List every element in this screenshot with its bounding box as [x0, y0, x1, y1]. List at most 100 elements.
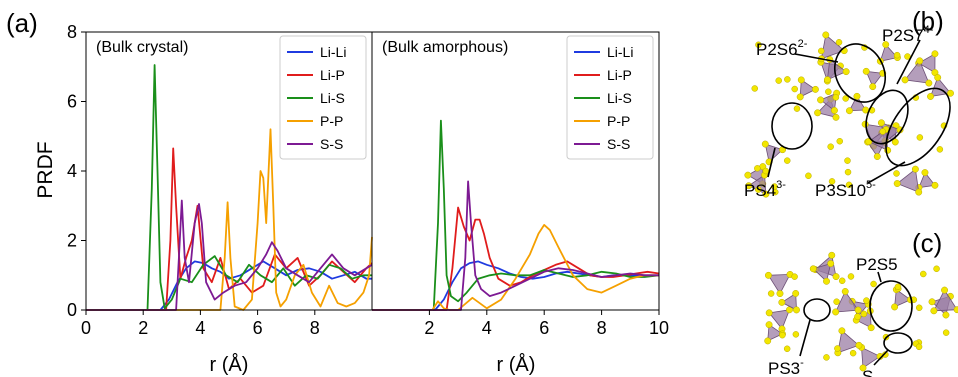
- sulfur-atom: [796, 93, 804, 101]
- sulfur-atom: [841, 288, 849, 295]
- sulfur-atom: [842, 95, 849, 102]
- sulfur-atom: [860, 310, 868, 318]
- ps-tetrahedron: [904, 60, 930, 84]
- panel-label-b: (b): [912, 6, 944, 36]
- sulfur-atom: [765, 309, 773, 317]
- sulfur-atom: [825, 88, 832, 95]
- sulfur-atom: [936, 146, 944, 153]
- plot-bulk-amorphous: 2 4 6 8 10 (Bulk amorphous) Li-Li Li-P Li-S P-P S-…: [371, 31, 669, 338]
- sulfur-atom: [915, 188, 923, 196]
- sulfur-atom: [893, 170, 900, 177]
- ps-tetrahedron: [879, 43, 899, 62]
- ps-tetrahedron: [767, 273, 791, 295]
- y-tick-label: 8: [67, 22, 77, 42]
- sulfur-atom: [784, 76, 791, 83]
- sulfur-atom: [854, 313, 862, 321]
- sulfur-atom: [925, 79, 933, 87]
- sulfur-atom: [834, 345, 841, 352]
- sulfur-atom: [859, 364, 867, 372]
- ps-tetrahedron: [933, 289, 958, 312]
- sulfur-atom: [805, 172, 812, 180]
- sulfur-atom: [754, 186, 762, 193]
- ps-tetrahedron: [865, 70, 884, 88]
- sulfur-atom: [927, 93, 934, 100]
- sulfur-atom: [877, 119, 885, 127]
- series-line-p-p: [86, 128, 373, 311]
- x-tick-label: 4: [195, 318, 205, 338]
- legend-label: Li-P: [320, 67, 345, 83]
- sulfur-atom: [921, 169, 929, 177]
- sulfur-atom: [835, 39, 843, 46]
- sulfur-atom: [817, 96, 825, 104]
- sulfur-atom: [915, 343, 923, 351]
- y-tick-label: 0: [67, 300, 77, 320]
- sulfur-atom: [745, 182, 753, 190]
- sulfur-atom: [953, 306, 958, 314]
- label-p3s10: P3S105-: [815, 179, 876, 200]
- sulfur-atom: [893, 180, 901, 187]
- ps-tetrahedron: [834, 290, 859, 313]
- sulfur-atom: [822, 31, 830, 39]
- sulfur-atom: [762, 167, 770, 175]
- sulfur-atom: [941, 286, 948, 294]
- sulfur-atom: [942, 311, 950, 319]
- sulfur-atom: [942, 329, 950, 336]
- sulfur-atom: [870, 280, 877, 288]
- ps-tetrahedron: [917, 53, 936, 74]
- sulfur-atom: [928, 298, 936, 306]
- sulfur-atom: [947, 89, 954, 97]
- sulfur-atom: [814, 109, 822, 117]
- legend-label: P-P: [607, 113, 630, 129]
- x-axis-label-right: r (Å): [497, 353, 536, 376]
- legend-box: [279, 35, 367, 160]
- sulfur-atom: [797, 76, 805, 84]
- sulfur-atom: [867, 324, 875, 332]
- ps-tetrahedron: [826, 58, 847, 81]
- sulfur-atom: [853, 92, 861, 100]
- panel-label-a: (a): [6, 8, 38, 38]
- label-ps3: PS3-: [768, 357, 804, 377]
- sulfur-atom: [855, 341, 863, 349]
- chart-title: (Bulk crystal): [96, 39, 188, 56]
- ps-tetrahedron: [848, 95, 867, 112]
- ps-tetrahedron: [820, 34, 845, 60]
- sulfur-atom: [778, 298, 786, 306]
- sulfur-atom: [916, 57, 924, 65]
- sulfur-atom: [775, 77, 782, 84]
- sulfur-atom: [767, 290, 775, 297]
- legend-label: Li-Li: [607, 44, 633, 60]
- sulfur-atom: [863, 297, 870, 304]
- sulfur-atom: [754, 165, 761, 172]
- sulfur-atom: [791, 85, 798, 93]
- sulfur-atom: [793, 306, 800, 314]
- sulfur-atom: [845, 107, 853, 115]
- sulfur-atom: [931, 50, 939, 58]
- sulfur-atom: [873, 153, 881, 160]
- y-tick-label: 4: [67, 161, 77, 181]
- series-line-li-p: [86, 147, 373, 311]
- x-tick-label: 10: [649, 318, 669, 338]
- sulfur-atom: [761, 140, 769, 148]
- series-line-li-s: [372, 119, 660, 311]
- sulfur-atom: [836, 137, 843, 145]
- sulfur-atom: [891, 303, 899, 311]
- sulfur-atom: [916, 134, 924, 141]
- ps-tetrahedron: [768, 309, 791, 330]
- ps-tetrahedron: [780, 292, 797, 311]
- series-line-p-p: [372, 224, 659, 311]
- label-p2s7: P2S74-: [882, 24, 934, 45]
- sulfur-atom: [830, 107, 838, 114]
- sulfur-atom: [783, 345, 791, 353]
- ps-tetrahedron: [896, 168, 920, 193]
- x-tick-label: 6: [253, 318, 263, 338]
- sulfur-atom: [823, 76, 831, 84]
- sulfur-atom: [791, 273, 798, 280]
- sulfur-atom: [751, 85, 759, 92]
- x-tick-label: 2: [424, 318, 434, 338]
- sulfur-atom: [793, 105, 801, 112]
- y-tick-label: 2: [67, 231, 77, 251]
- sulfur-atom: [894, 283, 902, 290]
- sulfur-atom: [933, 265, 940, 273]
- legend-label: P-P: [320, 113, 343, 129]
